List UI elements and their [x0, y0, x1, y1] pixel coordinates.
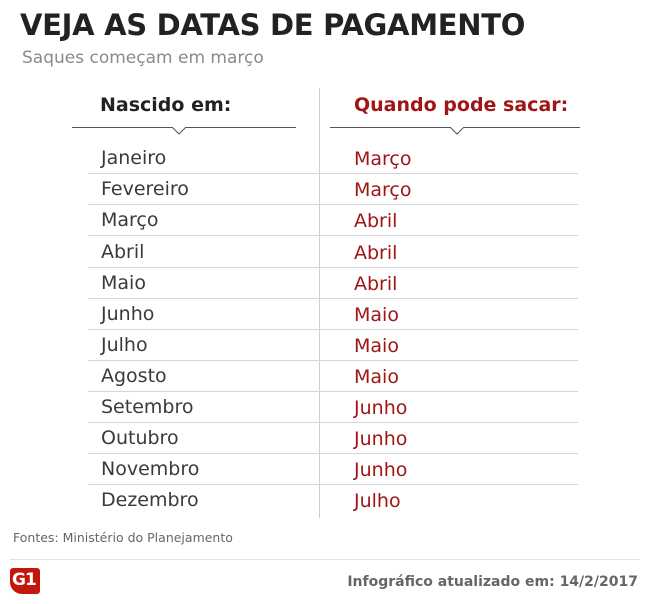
row-divider — [88, 484, 578, 485]
withdraw-month: Abril — [354, 210, 398, 232]
row-divider — [88, 267, 578, 268]
born-month: Julho — [101, 334, 148, 356]
infographic-title: VEJA AS DATAS DE PAGAMENTO — [20, 8, 526, 42]
withdraw-month: Junho — [354, 397, 408, 419]
updated-note: Infográfico atualizado em: 14/2/2017 — [347, 574, 638, 590]
born-month: Março — [101, 209, 159, 231]
caret-down-icon — [450, 127, 464, 135]
infographic-subtitle: Saques começam em março — [22, 48, 264, 68]
table-row: Janeiro Março — [0, 143, 650, 174]
withdraw-month: Julho — [354, 490, 401, 512]
withdraw-month: Maio — [354, 335, 399, 357]
born-month: Junho — [101, 303, 155, 325]
row-divider — [88, 235, 578, 236]
withdraw-month: Março — [354, 148, 412, 170]
column-header-withdraw: Quando pode sacar: — [354, 94, 569, 116]
logo-text: G1 — [12, 570, 37, 590]
row-divider — [88, 360, 578, 361]
table-row: Maio Abril — [0, 268, 650, 299]
footer-divider — [10, 559, 640, 560]
born-month: Fevereiro — [101, 178, 189, 200]
withdraw-month: Maio — [354, 304, 399, 326]
table-row: Julho Maio — [0, 330, 650, 361]
born-month: Agosto — [101, 365, 167, 387]
table-row: Dezembro Julho — [0, 485, 650, 516]
table-row: Março Abril — [0, 205, 650, 236]
withdraw-month: Abril — [354, 273, 398, 295]
table-row: Outubro Junho — [0, 423, 650, 454]
table-row: Agosto Maio — [0, 361, 650, 392]
born-month: Maio — [101, 272, 146, 294]
row-divider — [88, 453, 578, 454]
row-divider — [88, 173, 578, 174]
table-row: Abril Abril — [0, 237, 650, 268]
row-divider — [88, 298, 578, 299]
source-note: Fontes: Ministério do Planejamento — [13, 530, 233, 545]
born-month: Dezembro — [101, 489, 199, 511]
born-month: Abril — [101, 241, 145, 263]
born-month: Setembro — [101, 396, 194, 418]
born-month: Outubro — [101, 427, 179, 449]
table-row: Fevereiro Março — [0, 174, 650, 205]
g1-logo: G1 — [10, 568, 40, 594]
row-divider — [88, 422, 578, 423]
row-divider — [88, 329, 578, 330]
table-row: Novembro Junho — [0, 454, 650, 485]
withdraw-month: Abril — [354, 242, 398, 264]
column-divider — [319, 88, 320, 518]
table-row: Setembro Junho — [0, 392, 650, 423]
column-header-born: Nascido em: — [100, 94, 232, 116]
table-row: Junho Maio — [0, 299, 650, 330]
withdraw-month: Junho — [354, 459, 408, 481]
row-divider — [88, 204, 578, 205]
born-month: Janeiro — [101, 147, 167, 169]
born-month: Novembro — [101, 458, 200, 480]
withdraw-month: Junho — [354, 428, 408, 450]
withdraw-month: Maio — [354, 366, 399, 388]
row-divider — [88, 391, 578, 392]
caret-down-icon — [172, 127, 186, 135]
withdraw-month: Março — [354, 179, 412, 201]
